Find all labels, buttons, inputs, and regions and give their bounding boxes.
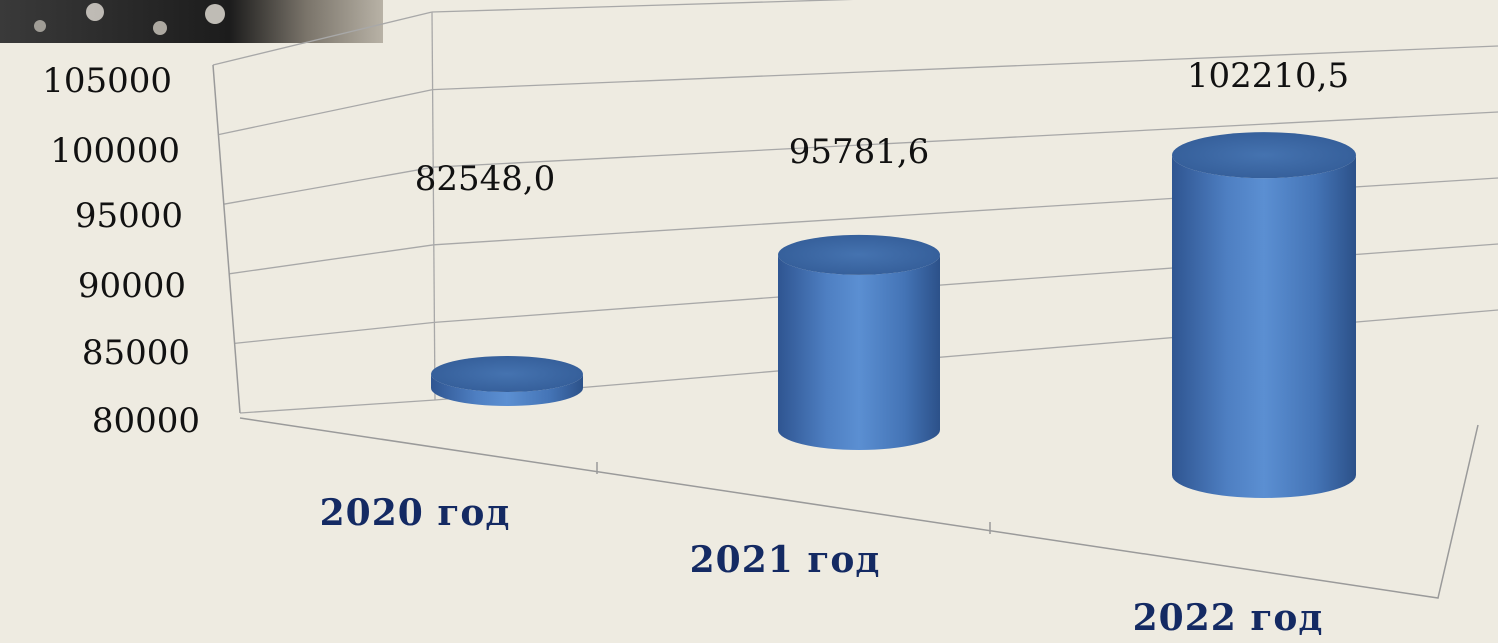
bar-body [431, 373, 583, 406]
gridline-wall [223, 166, 434, 205]
gridline-wall [234, 321, 435, 345]
bars [431, 132, 1356, 498]
y-axis-tick-labels: 80000 85000 90000 95000 100000 105000 [42, 61, 200, 441]
gridline-back [432, 45, 1498, 91]
y-tick-label: 105000 [42, 61, 172, 101]
category-label: 2020 год [320, 492, 511, 534]
y-tick-label: 100000 [50, 131, 180, 171]
gridline-wall [229, 244, 434, 275]
gridline-wall [212, 11, 433, 66]
bar-top [1172, 132, 1356, 179]
bar-body [778, 254, 940, 450]
corner-photo [0, 0, 383, 43]
bar-top [431, 355, 583, 392]
gridline-wall [239, 399, 436, 414]
gridline-back [433, 111, 1498, 168]
category-label: 2021 год [690, 539, 881, 581]
y-tick-label: 80000 [92, 401, 200, 441]
data-labels: 82548,0 95781,6 102210,5 [415, 56, 1349, 199]
y-tick-label: 90000 [78, 266, 186, 306]
y-axis-line [212, 64, 241, 414]
bar-top [778, 234, 940, 275]
bar [431, 355, 583, 406]
data-label: 102210,5 [1187, 56, 1349, 96]
data-label: 82548,0 [415, 159, 556, 199]
axes [212, 64, 1479, 599]
bar [1172, 132, 1356, 498]
wall-edge [431, 11, 436, 401]
y-tick-label: 85000 [82, 333, 190, 373]
bar [778, 234, 940, 450]
category-label: 2022 год [1133, 597, 1324, 639]
gridline-back [431, 0, 854, 13]
data-label: 95781,6 [789, 132, 930, 172]
y-tick-label: 95000 [75, 196, 183, 236]
category-labels: 2020 год 2021 год 2022 год [320, 492, 1324, 639]
bar-body [1172, 155, 1356, 498]
x-axis-line [239, 417, 1479, 599]
gridline-wall [218, 88, 433, 136]
